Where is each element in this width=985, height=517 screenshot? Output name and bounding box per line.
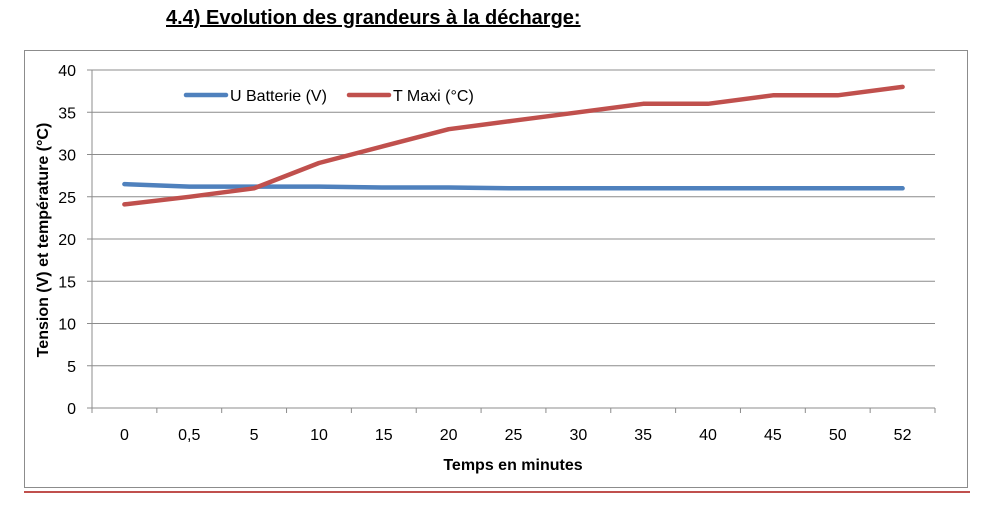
y-tick-label: 5 xyxy=(67,359,76,376)
x-tick-label: 40 xyxy=(699,427,717,444)
x-tick-label: 20 xyxy=(440,427,458,444)
x-axis-ticks: 0 0,5 5 10 15 20 25 30 35 40 45 50 52 xyxy=(91,408,936,444)
y-tick-label: 40 xyxy=(58,63,76,80)
y-tick-label: 0 xyxy=(67,401,76,418)
legend: U Batterie (V) T Maxi (°C) xyxy=(183,88,474,105)
y-tick-label: 10 xyxy=(58,317,76,334)
legend-label-u-batterie: U Batterie (V) xyxy=(230,88,327,105)
chart-heading: 4.4) Evolution des grandeurs à la déchar… xyxy=(166,7,581,30)
x-tick-label: 0,5 xyxy=(178,427,200,444)
bottom-divider xyxy=(24,491,970,493)
gridlines xyxy=(91,69,935,409)
series-line-t-maxi xyxy=(122,84,905,207)
x-tick-label: 0 xyxy=(120,427,129,444)
y-tick-label: 15 xyxy=(58,274,76,291)
x-tick-label: 25 xyxy=(505,427,523,444)
x-tick-label: 52 xyxy=(894,427,912,444)
series-lines xyxy=(122,84,905,207)
x-tick-label: 10 xyxy=(310,427,328,444)
chart-heading-accent: décharge: xyxy=(484,7,581,29)
x-tick-label: 30 xyxy=(569,427,587,444)
x-tick-label: 5 xyxy=(250,427,259,444)
x-tick-label: 45 xyxy=(764,427,782,444)
y-tick-label: 30 xyxy=(58,148,76,165)
series-line-u-batterie xyxy=(122,181,905,191)
legend-label-t-maxi: T Maxi (°C) xyxy=(393,88,474,105)
x-axis-title: Temps en minutes xyxy=(443,457,582,474)
y-tick-label: 25 xyxy=(58,190,76,207)
chart-heading-prefix: 4.4) Evolution des grandeurs à la xyxy=(166,7,485,29)
y-axis-title: Tension (V) et température (°C) xyxy=(35,123,52,358)
x-tick-label: 50 xyxy=(829,427,847,444)
y-axis-ticks: 0 5 10 15 20 25 30 35 40 xyxy=(58,63,92,418)
x-tick-label: 15 xyxy=(375,427,393,444)
y-tick-label: 20 xyxy=(58,232,76,249)
y-tick-label: 35 xyxy=(58,105,76,122)
x-tick-label: 35 xyxy=(634,427,652,444)
